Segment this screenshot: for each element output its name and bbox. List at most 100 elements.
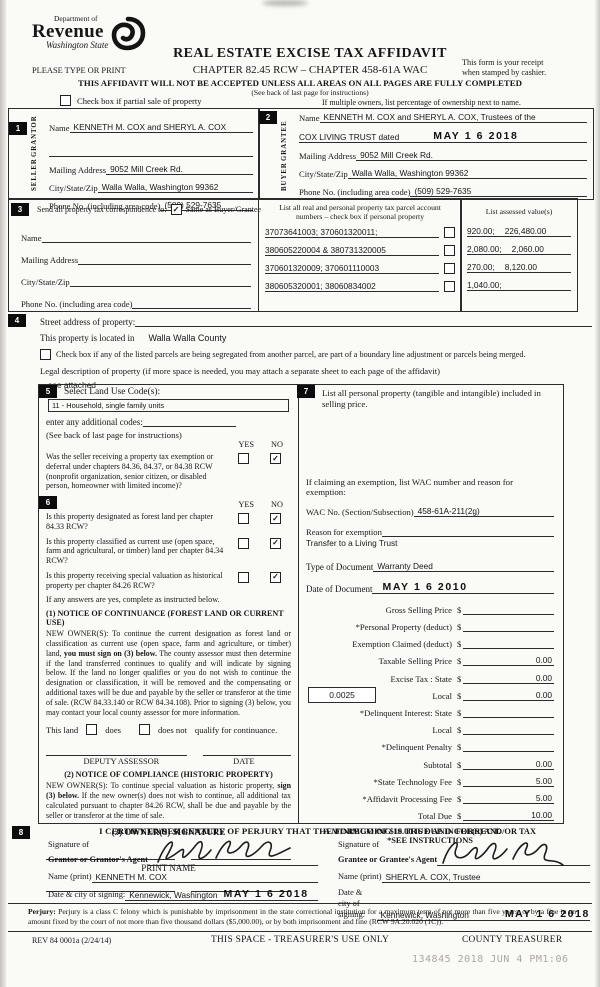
seller-mailing-field[interactable]: 9052 Mill Creek Rd. (106, 163, 253, 175)
dor-logo: Department of Revenue Washington State (32, 14, 146, 52)
price-field[interactable]: 5.00 (463, 776, 554, 787)
price-field[interactable]: 0.00 (463, 759, 554, 770)
assessed-header: List assessed value(s) (485, 207, 553, 216)
price-field[interactable]: 10.00 (463, 810, 554, 822)
segregated-row: Check box if any of the listed parcels a… (8, 349, 592, 360)
price-row: *State Technology Fee $5.00 (306, 776, 554, 787)
parcel-field[interactable]: 380605220004 & 380731320005 (265, 245, 439, 257)
additional-codes-field[interactable] (142, 415, 236, 427)
buyer-grantee-vertical-label: BUYER GRANTEE (281, 121, 288, 191)
price-field[interactable]: 0.00 (463, 690, 554, 701)
price-field[interactable] (463, 707, 554, 718)
yes-checkbox[interactable] (238, 453, 249, 464)
land-use-code-select[interactable]: 11 - Household, single family units (48, 399, 289, 412)
price-field[interactable]: 5.00 (463, 793, 554, 804)
wac-field[interactable]: 458-61A-211(2g) (413, 505, 554, 517)
deputy-assessor-line[interactable] (46, 747, 187, 757)
seller-name-field[interactable]: KENNETH M. COX and SHERYL A. COX (69, 121, 253, 133)
assessed-value-b: 8,120.00 (504, 262, 537, 273)
dollar-sign: $ (457, 742, 462, 753)
grantee-date-field[interactable]: Kennewick, Washington MAY 1 6 2018 (376, 908, 590, 921)
paragraph-part: If the new owner(s) does not wish to con… (46, 791, 292, 820)
personal-property-checkbox[interactable] (444, 263, 455, 275)
notice-continuance-title: (1) NOTICE OF CONTINUANCE (FOREST LAND O… (46, 609, 284, 628)
same-as-buyer-checkbox[interactable]: ✓ (170, 204, 182, 215)
personal-property-blank-area[interactable] (306, 411, 554, 477)
document-type-field[interactable]: Warranty Deed (373, 560, 554, 572)
price-field[interactable] (463, 604, 554, 615)
paragraph-part: NEW OWNER(S): To continue special valuat… (46, 781, 278, 791)
buyer-phone-field[interactable]: (509) 529-7635 (410, 185, 587, 197)
segregated-label: Check box if any of the listed parcels a… (56, 350, 526, 359)
personal-property-checkbox[interactable] (444, 281, 455, 293)
reason-field[interactable] (381, 525, 554, 537)
parcel-field[interactable]: 370601320009; 370601110003 (265, 263, 439, 275)
buyer-csz-field[interactable]: Walla Walla, Washington 99362 (347, 167, 587, 179)
no-checkbox[interactable]: ✓ (270, 513, 281, 524)
segregated-checkbox[interactable] (40, 349, 51, 360)
price-field[interactable] (463, 621, 554, 633)
print-name-line[interactable] (46, 883, 176, 892)
partial-sale-checkbox[interactable] (60, 95, 71, 106)
legal-description-value: see attached (48, 380, 96, 390)
yes-checkbox[interactable] (238, 537, 249, 549)
seller-name-field2[interactable] (49, 145, 253, 157)
corr-phone-field[interactable] (132, 297, 251, 309)
grantor-date-field[interactable]: Kennewick, Washington MAY 1 6 2018 (125, 888, 318, 901)
assessed-value-row: 2,080.00; 2,060.00 (467, 244, 571, 256)
parcel-field[interactable]: 37073641003; 370601320011; (265, 227, 439, 239)
seller-phone-field[interactable]: (509) 529-7635 (160, 199, 253, 211)
parcel-field[interactable]: 380605320001; 38060834002 (265, 281, 439, 293)
document-date-field[interactable]: MAY 1 6 2010 (372, 581, 554, 594)
local-rate-box[interactable]: 0.0025 (308, 686, 376, 703)
price-field[interactable] (463, 638, 554, 650)
yes-checkbox[interactable] (238, 571, 249, 583)
owner-signature-line[interactable] (46, 851, 176, 860)
parcel-number: 370601320009; 370601110003 (265, 263, 380, 274)
land-use-code-value: 11 - Household, single family units (52, 401, 165, 410)
date-line[interactable] (202, 747, 291, 757)
partial-sale-row: Check box if partial sale of property (60, 95, 202, 106)
buyer-mailing-field[interactable]: 9052 Mill Creek Rd. (356, 149, 587, 161)
corr-name-field[interactable] (41, 231, 251, 243)
personal-property-intro: List all personal property (tangible and… (322, 388, 541, 410)
yes-checkbox[interactable] (238, 513, 249, 524)
print-name-line[interactable] (191, 883, 291, 892)
price-field[interactable]: 0.00 (463, 673, 554, 684)
personal-property-checkbox[interactable] (444, 245, 455, 257)
buyer-trust-row: COX LIVING TRUST dated MAY 1 6 2018 (299, 130, 587, 143)
personal-property-checkbox[interactable] (444, 227, 455, 239)
grantor-name-field[interactable]: KENNETH M. COX (91, 871, 318, 883)
street-address-field[interactable] (135, 315, 592, 327)
assessed-value-row: 1,040.00; (467, 280, 571, 292)
grantee-name-field[interactable]: SHERYL A. COX, Trustee (381, 871, 590, 883)
price-value: 5.00 (535, 792, 552, 803)
price-label: *State Technology Fee (373, 776, 452, 787)
price-row: Taxable Selling Price $0.00 (306, 655, 554, 667)
corr-mailing-field[interactable] (78, 253, 251, 265)
price-row: Excise Tax : State $0.00 (306, 673, 554, 684)
corr-csz-field[interactable] (69, 275, 251, 287)
grantee-signature-field[interactable] (437, 842, 590, 866)
buyer-name-field[interactable]: KENNETH M. COX and SHERYL A. COX, Truste… (319, 111, 587, 123)
grantor-agent-label: Grantor or Grantor's Agent (48, 855, 148, 864)
price-field[interactable] (463, 741, 554, 753)
price-field[interactable]: 0.00 (463, 655, 554, 667)
buyer-phone-value: (509) 529-7635 (414, 186, 472, 196)
no-checkbox[interactable]: ✓ (270, 537, 281, 549)
no-checkbox[interactable]: ✓ (270, 453, 281, 464)
buyer-trust-field[interactable]: COX LIVING TRUST dated MAY 1 6 2018 (299, 130, 587, 143)
section2-buyer-box: 2 BUYER GRANTEE Name KENNETH M. COX and … (258, 108, 594, 200)
does-not-checkbox[interactable] (139, 724, 150, 736)
grantor-signature-field[interactable] (147, 840, 318, 866)
seller-csz-field[interactable]: Walla Walla, Washington 99362 (97, 181, 253, 193)
print-name-lines (46, 883, 291, 892)
paragraph-part: NEW OWNER(S): To continue the current de… (46, 629, 291, 658)
no-checkbox[interactable]: ✓ (270, 571, 281, 583)
price-field[interactable] (463, 724, 554, 736)
dollar-sign: $ (457, 622, 462, 633)
does-checkbox[interactable] (86, 724, 98, 736)
grantor-signature-block: Signature of Grantor or Grantor's Agent … (48, 840, 318, 906)
grantor-printed-name: KENNETH M. COX (95, 871, 167, 882)
price-table: Gross Selling Price $ *Personal Property … (306, 604, 554, 822)
